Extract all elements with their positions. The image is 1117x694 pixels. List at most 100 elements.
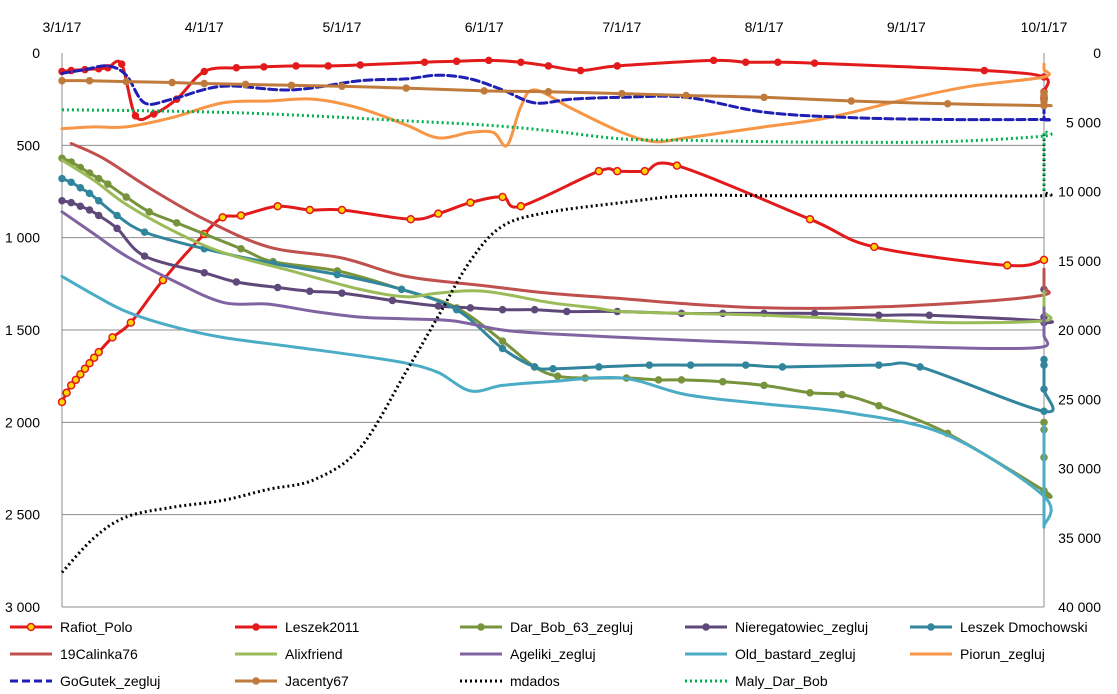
- data-point: [686, 361, 695, 369]
- data-point: [563, 307, 571, 316]
- data-point: [236, 211, 246, 220]
- data-point: [232, 64, 241, 72]
- data-point: [200, 67, 209, 76]
- data-point: [388, 296, 397, 305]
- x-tick-label: 10/1/17: [1021, 19, 1068, 35]
- series-alixfriend: [60, 158, 1053, 325]
- series-line: [60, 62, 1051, 148]
- legend-marker: [252, 623, 260, 631]
- series-line: [60, 158, 1053, 325]
- data-point: [516, 202, 526, 211]
- data-point: [805, 214, 815, 224]
- data-point: [875, 401, 883, 410]
- data-point: [498, 192, 507, 202]
- legend-marker: [702, 623, 710, 631]
- data-point: [89, 353, 99, 362]
- series-line: [60, 210, 1050, 351]
- series-line: [60, 79, 1053, 108]
- series-piorun-zegluj: [60, 62, 1051, 148]
- data-point: [58, 174, 66, 183]
- data-point: [549, 365, 557, 373]
- data-point: [544, 62, 553, 70]
- right-y-tick-label: 15 000: [1058, 253, 1101, 269]
- data-point: [553, 372, 562, 380]
- data-point: [452, 305, 461, 314]
- legend-label: Old_bastard_zegluj: [735, 646, 856, 662]
- left-y-tick-label: 2 000: [5, 414, 40, 430]
- data-point: [131, 112, 140, 120]
- data-point: [85, 189, 94, 198]
- data-point: [287, 81, 296, 90]
- legend-label: Nieregatowiec_zegluj: [735, 619, 868, 635]
- data-point: [498, 305, 507, 314]
- legend-item: Leszek2011: [235, 619, 360, 635]
- data-point: [122, 77, 130, 86]
- data-point: [260, 63, 268, 71]
- legend-marker: [252, 677, 260, 685]
- data-point: [420, 58, 429, 66]
- right-y-tick-label: 20 000: [1058, 322, 1101, 338]
- data-point: [466, 304, 475, 312]
- data-point: [94, 174, 103, 183]
- right-y-tick-label: 40 000: [1058, 599, 1101, 615]
- legend-item: Rafiot_Polo: [10, 619, 133, 635]
- right-y-tick-label: 30 000: [1058, 461, 1101, 477]
- data-point: [925, 311, 934, 319]
- data-point: [406, 214, 415, 224]
- data-point: [76, 184, 85, 192]
- data-point: [402, 84, 410, 92]
- data-point: [126, 318, 136, 327]
- legend-label: Ageliki_zegluj: [510, 646, 596, 662]
- legend: Rafiot_Polo Leszek2011 Dar_Bob_63_zegluj Ni…: [10, 619, 1088, 689]
- data-point: [58, 76, 66, 85]
- data-point: [530, 305, 539, 314]
- data-point: [241, 80, 250, 89]
- data-point: [305, 205, 315, 215]
- data-point: [200, 79, 209, 88]
- legend-item: Jacenty67: [235, 673, 349, 689]
- series-line: [60, 64, 1053, 122]
- data-point: [67, 178, 75, 187]
- data-point: [306, 287, 314, 295]
- data-point: [113, 224, 121, 233]
- data-point: [434, 302, 443, 310]
- data-point: [980, 66, 989, 75]
- series-line: [60, 274, 1053, 529]
- data-point: [273, 283, 282, 292]
- data-point: [943, 100, 952, 108]
- data-point: [576, 66, 585, 75]
- data-point: [108, 333, 117, 342]
- legend-label: Maly_Dar_Bob: [735, 673, 828, 689]
- legend-label: mdados: [510, 673, 560, 689]
- left-y-tick-label: 500: [17, 137, 41, 153]
- series-leszek-dmochowski: [58, 174, 1055, 416]
- data-point: [1003, 261, 1012, 270]
- data-point: [218, 213, 227, 222]
- data-point: [338, 82, 346, 90]
- left-y-tick-label: 2 500: [5, 507, 40, 523]
- data-point: [85, 358, 94, 368]
- data-point: [145, 208, 153, 216]
- legend-item: 19Calinka76: [10, 646, 138, 662]
- data-point: [810, 59, 819, 67]
- data-point: [869, 242, 879, 252]
- data-point: [140, 228, 149, 236]
- x-tick-label: 3/1/17: [43, 19, 82, 35]
- legend-label: Alixfriend: [285, 646, 343, 662]
- legend-item: Piorun_zegluj: [910, 646, 1045, 662]
- data-point: [62, 388, 71, 398]
- series-line: [69, 142, 1051, 310]
- data-point: [645, 361, 654, 369]
- data-point: [104, 180, 112, 188]
- data-point: [677, 376, 686, 384]
- data-point: [485, 56, 493, 65]
- data-point: [94, 211, 103, 220]
- data-point: [1040, 355, 1048, 364]
- data-point: [466, 198, 475, 207]
- x-tick-label: 6/1/17: [465, 19, 504, 35]
- data-point: [544, 88, 553, 96]
- series-old-bastard-zegluj: [60, 274, 1053, 529]
- x-tick-labels: 3/1/17 4/1/17 5/1/17 6/1/17 7/1/17 8/1/17 9/1/…: [43, 19, 1068, 35]
- left-y-tick-label: 3 000: [5, 599, 40, 615]
